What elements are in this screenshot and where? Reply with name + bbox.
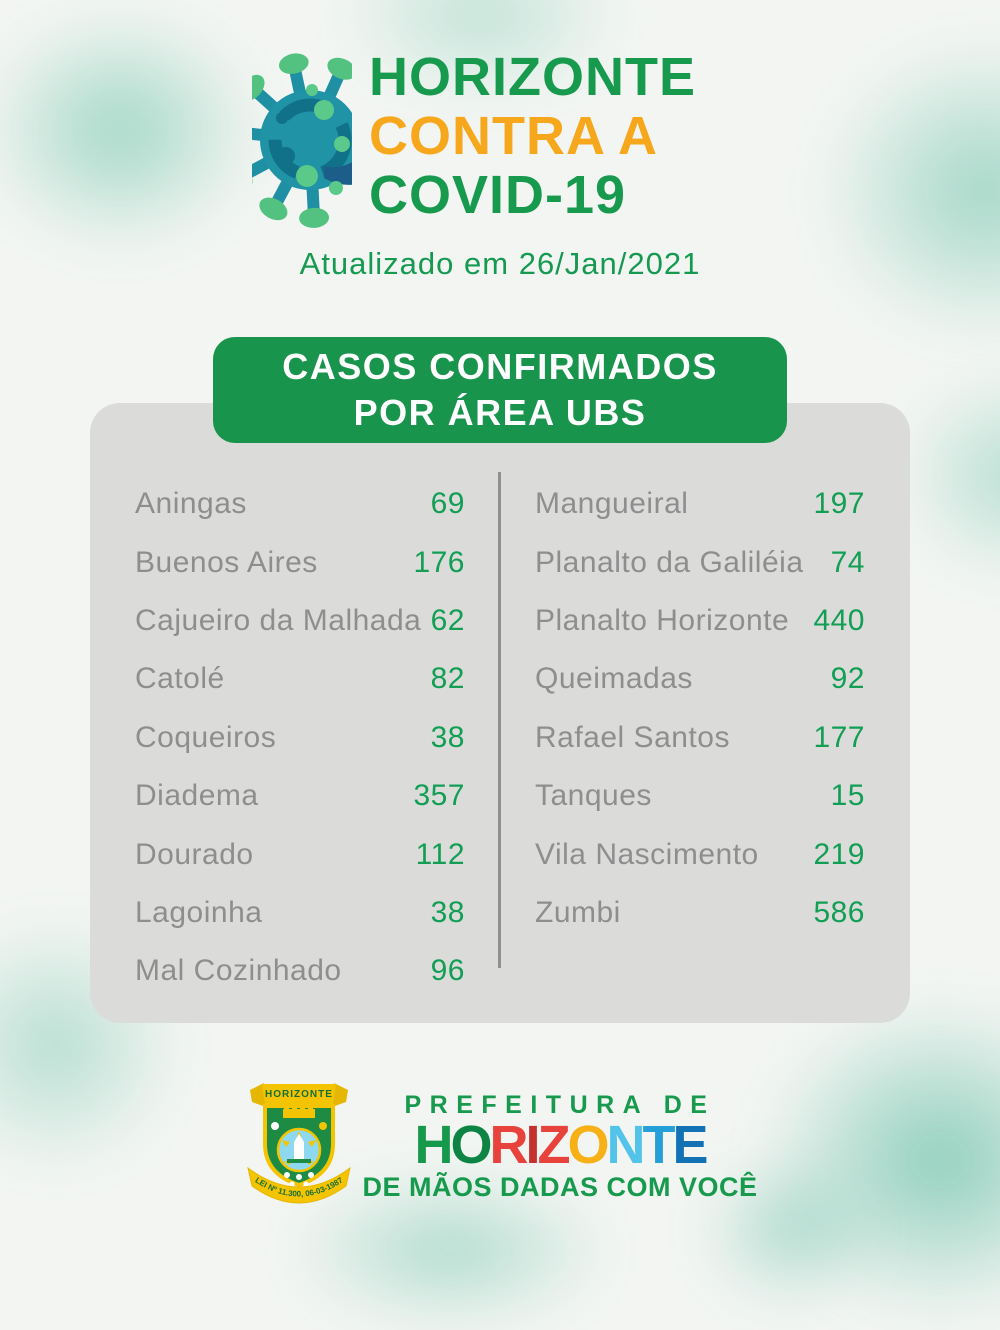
table-row: Coqueiros 38	[135, 709, 465, 767]
table-row: Dourado 112	[135, 825, 465, 883]
wordmark-letter: T	[642, 1115, 676, 1175]
background-virus-blur	[820, 40, 1000, 340]
table-row: Vila Nascimento 219	[535, 825, 865, 883]
wordmark-letter: H	[414, 1115, 453, 1175]
table-row: Rafael Santos 177	[535, 709, 865, 767]
ubs-area-name: Diadema	[135, 779, 259, 813]
case-count: 176	[413, 545, 465, 579]
ubs-area-name: Aningas	[135, 487, 247, 521]
wordmark-letter: R	[489, 1115, 528, 1175]
case-count: 74	[830, 545, 865, 579]
ubs-area-name: Cajueiro da Malhada	[135, 603, 422, 637]
case-count: 197	[813, 487, 865, 521]
case-count: 38	[430, 895, 465, 929]
table-row: Mangueiral 197	[535, 475, 865, 533]
case-count: 15	[830, 779, 865, 813]
case-count: 96	[430, 954, 465, 988]
table-row: Catolé 82	[135, 650, 465, 708]
coronavirus-icon	[252, 48, 356, 234]
background-virus-blur	[900, 370, 1000, 580]
case-count: 38	[430, 720, 465, 754]
background-virus-blur	[0, 10, 260, 250]
case-count: 357	[413, 779, 465, 813]
table-row: Zumbi 586	[535, 884, 865, 942]
case-count: 92	[830, 662, 865, 696]
table-row: Aningas 69	[135, 475, 465, 533]
case-count: 440	[813, 603, 865, 637]
cases-table: Aningas 69 Buenos Aires 176 Cajueiro da Malh…	[135, 475, 865, 1001]
ubs-area-name: Mal Cozinhado	[135, 954, 342, 988]
ubs-area-name: Vila Nascimento	[535, 837, 759, 871]
ubs-area-name: Mangueiral	[535, 487, 689, 521]
cases-column-right: Mangueiral 197 Planalto da Galiléia 74 Plana…	[535, 475, 865, 1001]
cases-card: Aningas 69 Buenos Aires 176 Cajueiro da Malh…	[90, 403, 910, 1023]
wordmark-letter: I	[525, 1115, 540, 1175]
wordmark-letter: E	[672, 1115, 709, 1175]
footer: HORIZONTE	[0, 1080, 1000, 1214]
ubs-area-name: Rafael Santos	[535, 720, 730, 754]
banner-line-1: CASOS CONFIRMADOS	[282, 346, 718, 387]
case-count: 62	[430, 603, 465, 637]
title-line-3: COVID-19	[369, 165, 627, 225]
case-count: 112	[415, 837, 465, 871]
table-row: Tanques 15	[535, 767, 865, 825]
ubs-area-name: Buenos Aires	[135, 545, 318, 579]
column-divider	[498, 472, 501, 968]
table-row: Diadema 357	[135, 767, 465, 825]
table-row: Planalto da Galiléia 74	[535, 533, 865, 591]
title-line-1: HORIZONTE	[369, 47, 696, 107]
city-tagline: DE MÃOS DADAS COM VOCÊ	[362, 1172, 758, 1202]
updated-date: Atualizado em 26/Jan/2021	[299, 246, 701, 281]
horizonte-coat-of-arms: HORIZONTE	[242, 1080, 356, 1214]
ubs-area-name: Tanques	[535, 779, 652, 813]
table-row: Queimadas 92	[535, 650, 865, 708]
ubs-area-name: Zumbi	[535, 895, 621, 929]
case-count: 69	[430, 487, 465, 521]
title-line-2: CONTRA A	[369, 106, 658, 166]
case-count: 82	[430, 662, 465, 696]
ubs-area-name: Planalto Horizonte	[535, 603, 790, 637]
crest-top-ribbon-text: HORIZONTE	[266, 1089, 334, 1100]
table-row: Mal Cozinhado 96	[135, 942, 465, 1000]
section-banner: CASOS CONFIRMADOS POR ÁREA UBS	[213, 337, 787, 443]
header: HORIZONTE CONTRA A COVID-19	[252, 48, 696, 234]
table-row: Planalto Horizonte 440	[535, 592, 865, 650]
wordmark-letter: N	[606, 1115, 646, 1175]
horizonte-wordmark: HORIZONTE	[414, 1118, 708, 1172]
ubs-area-name: Catolé	[135, 662, 225, 696]
wordmark-letter: O	[450, 1115, 492, 1175]
prefeitura-logo-text: PREFEITURA DE HORIZONTE DE MÃOS DADAS CO…	[362, 1091, 757, 1203]
table-row: Cajueiro da Malhada 62	[135, 592, 465, 650]
ubs-area-name: Coqueiros	[135, 720, 277, 754]
banner-line-2: POR ÁREA UBS	[353, 392, 647, 433]
campaign-title: HORIZONTE CONTRA A COVID-19	[369, 48, 696, 225]
ubs-area-name: Dourado	[135, 837, 254, 871]
case-count: 586	[813, 895, 865, 929]
ubs-area-name: Lagoinha	[135, 895, 263, 929]
prefeitura-de-label: PREFEITURA DE	[404, 1091, 716, 1119]
case-count: 177	[813, 720, 865, 754]
cases-column-left: Aningas 69 Buenos Aires 176 Cajueiro da Malh…	[135, 475, 465, 1001]
table-row: Lagoinha 38	[135, 884, 465, 942]
ubs-area-name: Queimadas	[535, 662, 693, 696]
case-count: 219	[813, 837, 865, 871]
table-row: Buenos Aires 176	[135, 533, 465, 591]
wordmark-letter: Z	[537, 1115, 570, 1175]
wordmark-letter: O	[567, 1115, 609, 1175]
ubs-area-name: Planalto da Galiléia	[535, 545, 804, 579]
